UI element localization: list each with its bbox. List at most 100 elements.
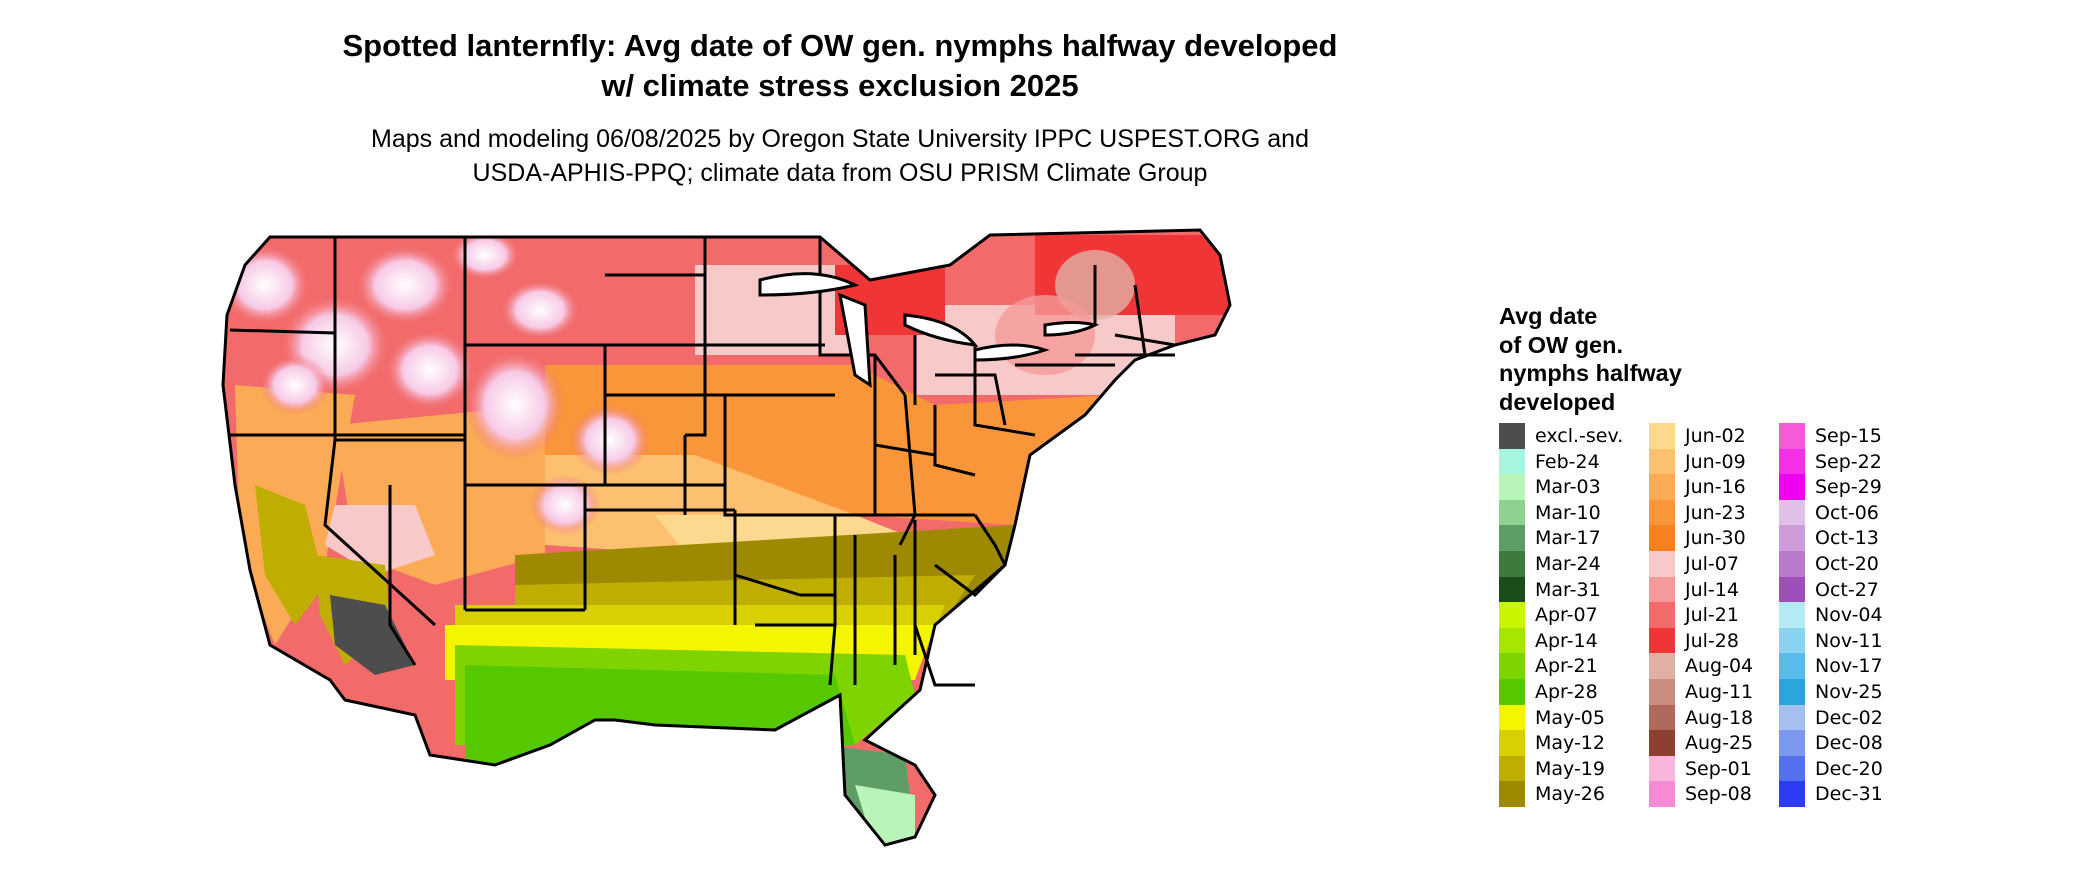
legend-swatch — [1499, 551, 1525, 577]
legend-label: Sep-15 — [1815, 425, 1882, 447]
legend-label: Apr-21 — [1535, 655, 1598, 678]
legend-item: Nov-04 — [1779, 602, 1949, 629]
legend-title-line: developed — [1499, 388, 1616, 415]
legend-swatch — [1499, 627, 1525, 654]
legend-label: Jun-30 — [1685, 527, 1746, 550]
legend-swatch — [1779, 499, 1805, 526]
legend-label: May-19 — [1535, 757, 1605, 780]
legend-swatch — [1499, 423, 1525, 449]
legend-item: Jun-23 — [1649, 499, 1819, 526]
title-line-1: Spotted lanternfly: Avg date of OW gen. … — [342, 28, 1338, 63]
state-borders — [229, 237, 1176, 687]
legend-label: Sep-29 — [1815, 476, 1882, 499]
legend-swatch — [1499, 730, 1525, 757]
legend-label: Aug-25 — [1685, 732, 1754, 755]
legend-label: Oct-13 — [1815, 527, 1879, 550]
legend-swatch — [1649, 448, 1675, 475]
legend-item: Jul-28 — [1649, 627, 1819, 654]
legend-swatch — [1499, 602, 1525, 629]
legend-label: Dec-20 — [1815, 757, 1883, 780]
legend-item: Sep-01 — [1649, 755, 1819, 782]
legend-item: Sep-29 — [1779, 474, 1949, 501]
legend-label: Sep-01 — [1685, 757, 1752, 780]
legend-item: Nov-25 — [1779, 679, 1949, 705]
legend-item: Nov-11 — [1779, 627, 1949, 654]
legend-label: Feb-24 — [1535, 450, 1600, 473]
legend-swatch — [1649, 602, 1675, 629]
legend-label: Nov-25 — [1815, 681, 1883, 703]
legend-swatch — [1779, 448, 1805, 475]
legend-swatch — [1649, 730, 1675, 757]
legend-label: Jun-16 — [1685, 476, 1746, 499]
legend-title-line: of OW gen. — [1499, 331, 1624, 358]
legend-item: Apr-21 — [1499, 653, 1669, 680]
legend-item: Oct-20 — [1779, 551, 1949, 577]
great-lakes — [758, 272, 1100, 388]
legend-swatch — [1649, 576, 1675, 603]
legend-item: excl.-sev. — [1499, 423, 1669, 449]
legend-swatch — [1649, 755, 1675, 782]
legend-item: Jun-09 — [1649, 448, 1819, 475]
legend-swatch — [1649, 679, 1675, 705]
legend-item: Mar-24 — [1499, 551, 1669, 577]
legend-swatch — [1779, 781, 1805, 808]
legend-swatch — [1499, 474, 1525, 501]
legend-swatch — [1499, 679, 1525, 705]
legend-item: Mar-10 — [1499, 499, 1669, 526]
legend-item: May-05 — [1499, 704, 1669, 731]
legend-item: Sep-08 — [1649, 781, 1819, 808]
legend-item: Aug-11 — [1649, 679, 1819, 705]
legend-label: Mar-31 — [1535, 578, 1601, 601]
legend-swatch — [1779, 704, 1805, 731]
legend-item: Apr-28 — [1499, 679, 1669, 705]
legend-swatch — [1779, 551, 1805, 577]
legend-label: Aug-04 — [1685, 655, 1754, 678]
legend-swatch — [1649, 653, 1675, 680]
legend-item: Oct-06 — [1779, 499, 1949, 526]
legend-swatch — [1499, 704, 1525, 731]
legend-label: Jul-14 — [1685, 578, 1739, 601]
legend-swatch — [1779, 679, 1805, 705]
legend-swatch — [1649, 423, 1675, 449]
legend-swatch — [1779, 474, 1805, 501]
legend-swatch — [1649, 781, 1675, 808]
legend-swatch — [1649, 474, 1675, 501]
legend-label: Sep-22 — [1815, 450, 1882, 473]
legend-swatch — [1779, 602, 1805, 629]
legend-item: Dec-08 — [1779, 730, 1949, 757]
legend-label: Nov-11 — [1815, 629, 1883, 652]
legend-swatch — [1779, 525, 1805, 552]
legend-label: Dec-02 — [1815, 706, 1883, 729]
legend-label: Aug-18 — [1685, 706, 1754, 729]
legend-label: Oct-20 — [1815, 553, 1879, 575]
legend-label: Apr-07 — [1535, 604, 1598, 627]
legend-swatch — [1779, 755, 1805, 782]
legend-item: May-26 — [1499, 781, 1669, 808]
legend-item: Jun-02 — [1649, 423, 1819, 449]
legend-label: Dec-08 — [1815, 732, 1883, 755]
legend-item: Jun-16 — [1649, 474, 1819, 501]
legend-label: May-12 — [1535, 732, 1605, 755]
legend-item: Jul-14 — [1649, 576, 1819, 603]
legend-swatch — [1499, 755, 1525, 782]
legend-item: Aug-18 — [1649, 704, 1819, 731]
legend-item: Apr-14 — [1499, 627, 1669, 654]
subtitle-line-2: USDA-APHIS-PPQ; climate data from OSU PR… — [472, 159, 1208, 187]
legend-swatch — [1499, 448, 1525, 475]
legend-label: Jul-07 — [1685, 553, 1739, 575]
legend-label: Jun-02 — [1685, 425, 1746, 447]
legend-swatch — [1649, 525, 1675, 552]
legend-item: Dec-02 — [1779, 704, 1949, 731]
legend-item: Jun-30 — [1649, 525, 1819, 552]
legend-label: Mar-17 — [1535, 527, 1601, 550]
legend-item: Jul-21 — [1649, 602, 1819, 629]
us-outline — [221, 228, 1232, 847]
legend-label: Mar-10 — [1535, 501, 1601, 524]
legend-title-line: Avg date — [1499, 303, 1598, 329]
legend-item: May-19 — [1499, 755, 1669, 782]
legend-item: Sep-22 — [1779, 448, 1949, 475]
legend-swatch — [1779, 576, 1805, 603]
legend-item: May-12 — [1499, 730, 1669, 757]
legend-swatch — [1499, 653, 1525, 680]
legend-swatch — [1499, 781, 1525, 808]
